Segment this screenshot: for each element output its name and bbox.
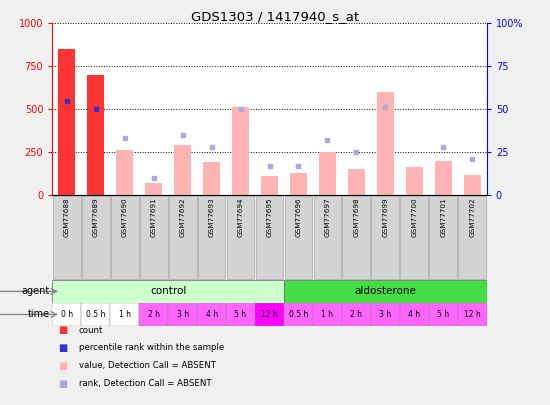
Text: GSM77702: GSM77702	[469, 197, 475, 237]
Text: 2 h: 2 h	[350, 310, 362, 319]
Text: aldosterone: aldosterone	[354, 286, 416, 296]
Text: GSM77699: GSM77699	[382, 197, 388, 237]
Bar	[434, 162, 452, 195]
Text: 0.5 h: 0.5 h	[86, 310, 106, 319]
Bar	[255, 303, 284, 326]
Text: 4 h: 4 h	[206, 310, 218, 319]
Bar	[377, 92, 394, 195]
Bar	[232, 107, 249, 195]
Text: ■: ■	[58, 379, 67, 388]
Text: count: count	[79, 326, 103, 335]
Text: agent: agent	[21, 286, 50, 296]
Text: GSM77696: GSM77696	[295, 197, 301, 237]
Bar	[348, 169, 365, 195]
Bar	[110, 303, 139, 326]
Text: 1 h: 1 h	[321, 310, 333, 319]
Text: 0 h: 0 h	[60, 310, 73, 319]
Text: GSM77700: GSM77700	[411, 197, 417, 237]
Bar	[429, 303, 458, 326]
Text: time: time	[28, 309, 50, 320]
Bar	[371, 303, 400, 326]
Bar	[168, 303, 197, 326]
Text: GSM77691: GSM77691	[151, 197, 157, 237]
Text: ■: ■	[58, 343, 67, 353]
Text: GSM77692: GSM77692	[180, 197, 185, 237]
Bar	[82, 196, 109, 279]
Text: GSM77698: GSM77698	[354, 197, 359, 237]
Bar	[227, 196, 255, 279]
Text: ■: ■	[58, 361, 67, 371]
Text: GSM77689: GSM77689	[93, 197, 98, 237]
Bar	[226, 303, 255, 326]
Bar	[52, 303, 81, 326]
Bar	[58, 49, 75, 195]
Text: 0.5 h: 0.5 h	[289, 310, 308, 319]
Text: GSM77701: GSM77701	[441, 197, 446, 237]
Bar	[430, 196, 457, 279]
Bar	[87, 75, 104, 195]
Bar	[458, 303, 487, 326]
Text: GDS1303 / 1417940_s_at: GDS1303 / 1417940_s_at	[191, 10, 359, 23]
Bar	[319, 152, 336, 195]
Text: GSM77695: GSM77695	[267, 197, 272, 237]
Text: percentile rank within the sample: percentile rank within the sample	[79, 343, 224, 352]
Bar	[464, 175, 481, 195]
Bar	[284, 303, 313, 326]
Text: 2 h: 2 h	[147, 310, 160, 319]
Bar	[458, 196, 486, 279]
Bar	[342, 303, 371, 326]
Text: GSM77694: GSM77694	[238, 197, 244, 237]
Text: control: control	[150, 286, 186, 296]
Bar	[116, 150, 133, 195]
Bar	[203, 162, 220, 195]
Bar	[145, 183, 162, 195]
Text: value, Detection Call = ABSENT: value, Detection Call = ABSENT	[79, 361, 216, 370]
Text: ■: ■	[58, 325, 67, 335]
Bar	[174, 145, 191, 195]
Text: GSM77693: GSM77693	[208, 197, 214, 237]
Text: GSM77688: GSM77688	[64, 197, 70, 237]
Bar	[139, 303, 168, 326]
Bar	[313, 303, 342, 326]
Bar	[371, 196, 399, 279]
Text: 3 h: 3 h	[379, 310, 392, 319]
Bar	[261, 176, 278, 195]
Text: GSM77690: GSM77690	[122, 197, 128, 237]
Bar	[197, 196, 225, 279]
Text: GSM77697: GSM77697	[324, 197, 331, 237]
Bar	[314, 196, 342, 279]
Text: 3 h: 3 h	[177, 310, 189, 319]
Text: 4 h: 4 h	[408, 310, 420, 319]
Text: 1 h: 1 h	[119, 310, 131, 319]
Bar	[284, 196, 312, 279]
Text: 5 h: 5 h	[234, 310, 246, 319]
Bar	[256, 196, 283, 279]
Bar	[140, 196, 168, 279]
Bar	[197, 303, 226, 326]
Bar	[81, 303, 110, 326]
Bar	[290, 173, 307, 195]
Bar	[52, 280, 284, 303]
Bar	[111, 196, 139, 279]
Bar	[400, 196, 428, 279]
Text: 12 h: 12 h	[261, 310, 278, 319]
Bar	[53, 196, 81, 279]
Bar	[284, 280, 487, 303]
Bar	[400, 303, 429, 326]
Text: 12 h: 12 h	[464, 310, 481, 319]
Bar	[169, 196, 196, 279]
Bar	[406, 167, 423, 195]
Text: rank, Detection Call = ABSENT: rank, Detection Call = ABSENT	[79, 379, 211, 388]
Text: 5 h: 5 h	[437, 310, 449, 319]
Bar	[343, 196, 370, 279]
